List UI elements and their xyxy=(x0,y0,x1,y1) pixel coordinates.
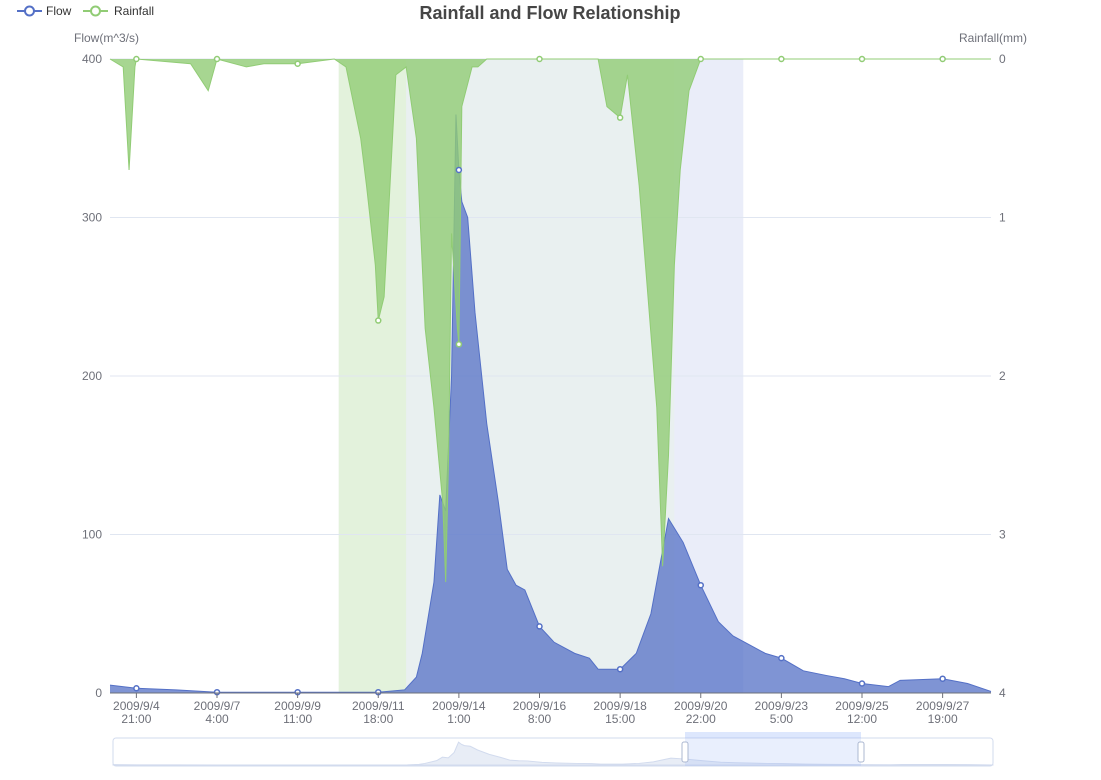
x-tick-label-time: 15:00 xyxy=(605,712,635,726)
y-left-tick-label: 400 xyxy=(82,52,102,66)
x-tick-label-time: 1:00 xyxy=(447,712,471,726)
x-tick-label-time: 18:00 xyxy=(363,712,393,726)
x-tick-label: 2009/9/25 12:00 xyxy=(835,699,889,726)
x-tick-label-date: 2009/9/16 xyxy=(513,699,567,713)
x-tick-label: 2009/9/16 8:00 xyxy=(513,699,567,726)
x-tick-label: 2009/9/18 15:00 xyxy=(593,699,647,726)
rainfall-point xyxy=(697,55,705,63)
y-axis-left: 0 100 200 300 400 xyxy=(82,52,102,700)
flow-point xyxy=(536,623,543,630)
flow-point xyxy=(939,675,946,682)
y-left-tick-label: 100 xyxy=(82,528,102,542)
x-tick-label-date: 2009/9/23 xyxy=(755,699,809,713)
y-right-tick-label: 1 xyxy=(999,211,1006,225)
x-tick-label: 2009/9/27 19:00 xyxy=(916,699,970,726)
flow-point xyxy=(778,654,785,662)
legend: Flow Rainfall xyxy=(17,4,154,18)
x-tick-label-date: 2009/9/4 xyxy=(113,699,160,713)
rainfall-point xyxy=(294,60,301,68)
rainfall-point xyxy=(616,114,624,121)
y-right-tick-label: 0 xyxy=(999,52,1006,66)
x-tick-label: 2009/9/20 22:00 xyxy=(674,699,728,726)
y-axis-right: 0 1 2 3 4 xyxy=(999,52,1006,700)
legend-item-rainfall[interactable]: Rainfall xyxy=(83,4,154,18)
x-tick-label-date: 2009/9/27 xyxy=(916,699,970,713)
rainfall-point xyxy=(133,55,140,63)
x-tick-label-time: 8:00 xyxy=(528,712,552,726)
y-left-tick-label: 0 xyxy=(95,686,102,700)
x-tick-label-time: 22:00 xyxy=(686,712,716,726)
x-tick-label-time: 19:00 xyxy=(928,712,958,726)
rainfall-line xyxy=(109,58,991,583)
data-zoom-preview-area xyxy=(112,741,994,766)
x-tick-label-time: 12:00 xyxy=(847,712,877,726)
y-left-tick-label: 300 xyxy=(82,211,102,225)
rainfall-point xyxy=(213,55,221,63)
legend-label-rainfall: Rainfall xyxy=(114,4,154,18)
x-tick-label-date: 2009/9/14 xyxy=(432,699,486,713)
rainfall-point xyxy=(375,317,382,324)
y-right-tick-label: 2 xyxy=(999,369,1006,383)
x-tick-label: 2009/9/7 4:00 xyxy=(194,699,241,726)
x-tick-label: 2009/9/23 5:00 xyxy=(755,699,809,726)
x-tick-label: 2009/9/14 1:00 xyxy=(432,699,486,726)
x-tick-label-time: 21:00 xyxy=(121,712,151,726)
rainfall-point xyxy=(858,55,866,63)
rainfall-point xyxy=(939,55,946,63)
rainfall-point xyxy=(536,55,543,63)
rainfall-point xyxy=(455,341,463,348)
x-tick-label-date: 2009/9/11 xyxy=(352,699,405,713)
x-tick-label: 2009/9/9 11:00 xyxy=(274,699,321,726)
x-tick-label-time: 11:00 xyxy=(283,712,312,726)
x-tick-label-date: 2009/9/18 xyxy=(593,699,647,713)
y-right-tick-label: 3 xyxy=(999,528,1006,542)
flow-point xyxy=(455,166,463,174)
data-zoom-slider[interactable] xyxy=(112,732,994,767)
data-zoom-window[interactable] xyxy=(685,738,861,766)
y-axis-left-name: Flow(m^3/s) xyxy=(74,31,139,45)
rainfall-point xyxy=(778,55,785,63)
flow-point xyxy=(133,684,140,692)
x-tick-label: 2009/9/4 21:00 xyxy=(113,699,160,726)
chart-title: Rainfall and Flow Relationship xyxy=(419,3,680,23)
legend-label-flow: Flow xyxy=(46,4,72,18)
x-tick-label-date: 2009/9/20 xyxy=(674,699,728,713)
data-zoom-window-bar[interactable] xyxy=(685,732,861,738)
flow-line xyxy=(109,114,992,693)
data-zoom-handle-left[interactable] xyxy=(681,741,689,763)
x-tick-label-date: 2009/9/9 xyxy=(274,699,321,713)
y-axis-right-name: Rainfall(mm) xyxy=(959,31,1027,45)
flow-point xyxy=(858,680,866,687)
data-zoom-preview xyxy=(112,741,994,766)
data-zoom-handle-right[interactable] xyxy=(857,741,865,763)
x-tick-label-time: 4:00 xyxy=(205,712,229,726)
x-tick-label-date: 2009/9/7 xyxy=(194,699,241,713)
x-tick-label-date: 2009/9/25 xyxy=(835,699,889,713)
x-tick-label-time: 5:00 xyxy=(770,712,794,726)
legend-item-flow[interactable]: Flow xyxy=(17,4,72,18)
y-left-tick-label: 200 xyxy=(82,369,102,383)
x-tick-label: 2009/9/11 18:00 xyxy=(352,699,405,726)
flow-point xyxy=(697,581,705,589)
y-right-tick-label: 4 xyxy=(999,686,1006,700)
data-zoom-track[interactable] xyxy=(112,737,994,767)
flow-point xyxy=(616,665,624,673)
